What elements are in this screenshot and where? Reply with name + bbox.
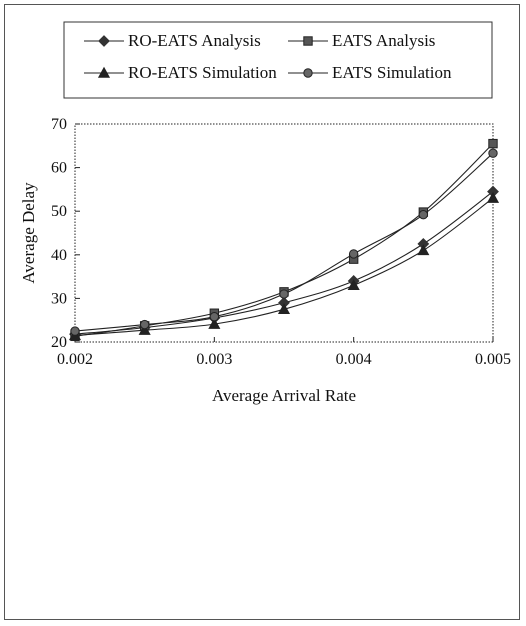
legend-diamond-marker [98, 35, 110, 47]
triangle-point [138, 323, 151, 335]
legend-label: EATS Analysis [332, 31, 435, 50]
circle-point [70, 326, 80, 336]
legend-label: RO-EATS Analysis [128, 31, 261, 50]
circle-point [279, 289, 289, 299]
y-tick-label: 20 [51, 334, 67, 351]
y-tick-label: 50 [51, 203, 67, 220]
y-tick-label: 70 [51, 116, 67, 133]
series-ro-eats-simulation [68, 191, 500, 341]
circle-point [348, 249, 359, 259]
series-eats-simulation [70, 148, 498, 336]
circle-point [209, 312, 220, 322]
y-axis-title: Average Delay [19, 182, 38, 284]
triangle-point [277, 303, 291, 314]
triangle-point [486, 191, 500, 203]
legend-item: EATS Simulation [288, 63, 452, 82]
x-tick-label: 0.004 [336, 351, 372, 368]
chart-frame [4, 4, 520, 620]
triangle-point [208, 317, 221, 329]
circle-point [418, 209, 429, 220]
triangle-point [347, 279, 360, 291]
x-tick-label: 0.002 [57, 351, 93, 368]
square-point [488, 138, 498, 149]
legend-item: RO-EATS Simulation [84, 63, 277, 82]
y-tick-label: 40 [51, 247, 67, 264]
legend-square-marker [303, 36, 313, 46]
y-tick-label: 30 [51, 290, 67, 307]
legend-label: RO-EATS Simulation [128, 63, 277, 82]
legend-label: EATS Simulation [332, 63, 452, 82]
triangle-point [417, 244, 430, 256]
legend-item: EATS Analysis [288, 31, 435, 50]
legend-circle-marker [303, 68, 313, 78]
x-tick-label: 0.005 [475, 351, 511, 368]
series-ro-eats-analysis [69, 185, 499, 341]
legend-item: RO-EATS Analysis [84, 31, 261, 50]
circle-point [139, 319, 150, 330]
legend-box [63, 21, 493, 99]
legend: RO-EATS Analysis EATS Analysis RO-EATS Sim… [63, 21, 493, 99]
legend-triangle-marker [97, 66, 111, 78]
series-line [74, 197, 494, 337]
x-axis-title: Average Arrival Rate [212, 386, 356, 405]
y-tick-label: 60 [51, 160, 67, 177]
circle-point [488, 148, 498, 158]
x-tick-label: 0.003 [196, 351, 232, 368]
